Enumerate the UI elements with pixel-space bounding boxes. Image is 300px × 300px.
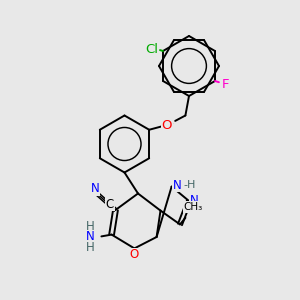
Text: N: N — [91, 182, 100, 195]
Text: H: H — [85, 241, 94, 254]
Text: O: O — [161, 118, 172, 132]
Text: C: C — [106, 198, 114, 211]
Text: O: O — [130, 248, 139, 262]
Text: N: N — [190, 194, 199, 208]
Text: CH₃: CH₃ — [183, 202, 202, 212]
Text: -H: -H — [183, 180, 196, 190]
Text: H: H — [85, 220, 94, 233]
Text: F: F — [222, 78, 229, 91]
Text: N: N — [172, 178, 182, 192]
Text: N: N — [85, 230, 94, 244]
Text: Cl: Cl — [145, 43, 158, 56]
